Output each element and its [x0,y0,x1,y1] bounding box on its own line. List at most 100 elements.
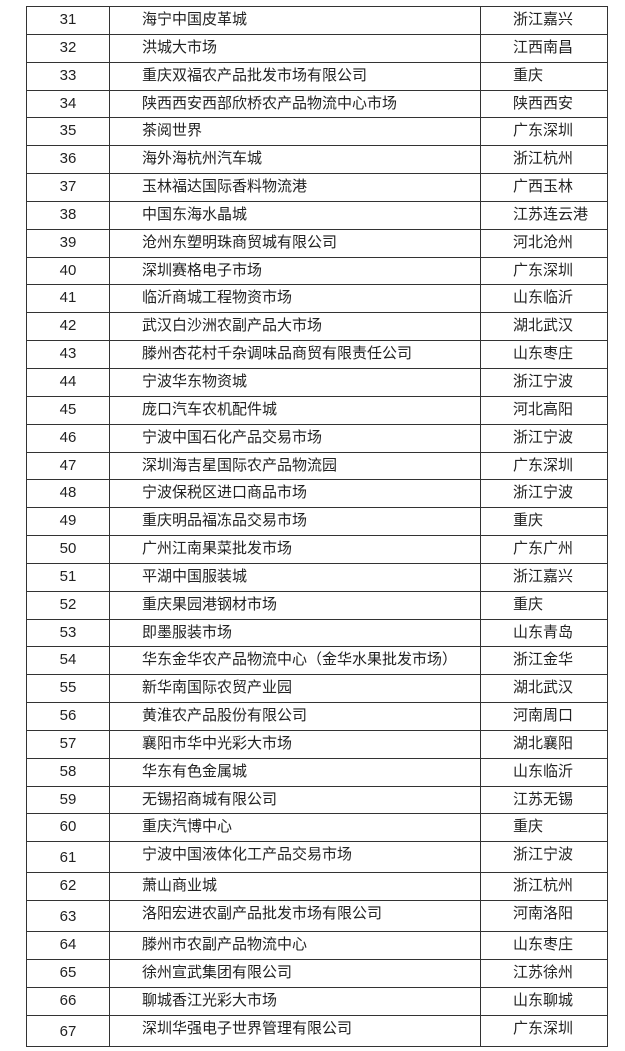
row-number: 38 [26,200,110,230]
market-name: 宁波华东物资城 [109,367,481,397]
market-name: 襄阳市华中光彩大市场 [109,729,481,759]
table-row: 64 滕州市农副产品物流中心 山东枣庄 [26,931,608,960]
market-location: 浙江宁波 [480,423,608,453]
market-location: 重庆 [480,507,608,537]
row-number: 34 [26,89,110,119]
market-location: 江苏徐州 [480,959,608,988]
row-number: 58 [26,757,110,787]
market-name: 玉林福达国际香料物流港 [109,173,481,202]
row-number: 48 [26,479,110,509]
row-number: 32 [26,33,110,63]
market-location: 山东聊城 [480,986,608,1016]
table-row: 42 武汉白沙洲农副产品大市场 湖北武汉 [26,312,608,342]
row-number: 50 [26,535,110,564]
market-location: 山东枣庄 [480,340,608,369]
market-name: 陕西西安西部欣桥农产品物流中心市场 [109,89,481,119]
market-name: 黄淮农产品股份有限公司 [109,702,481,731]
market-name: 武汉白沙洲农副产品大市场 [109,312,481,342]
row-number: 52 [26,590,110,620]
market-name: 即墨服装市场 [109,618,481,648]
market-location: 重庆 [480,590,608,620]
table-row: 67 深圳华强电子世界管理有限公司 广东深圳 [26,1014,608,1047]
market-location: 河南洛阳 [480,900,608,933]
table-row: 51 平湖中国服装城 浙江嘉兴 [26,562,608,592]
market-name: 华东金华农产品物流中心（金华水果批发市场） [109,646,481,676]
table-row: 53 即墨服装市场 山东青岛 [26,618,608,648]
market-location: 广西玉林 [480,173,608,202]
table-row: 45 庞口汽车农机配件城 河北高阳 [26,395,608,425]
row-number: 59 [26,785,110,815]
table-row: 56 黄淮农产品股份有限公司 河南周口 [26,702,608,731]
row-number: 46 [26,423,110,453]
market-location: 广东深圳 [480,256,608,286]
market-location: 山东青岛 [480,618,608,648]
table-row: 65 徐州宣武集团有限公司 江苏徐州 [26,959,608,988]
market-location: 浙江宁波 [480,367,608,397]
market-location: 广东广州 [480,535,608,564]
table-row: 62 萧山商业城 浙江杭州 [26,872,608,902]
table-row: 34 陕西西安西部欣桥农产品物流中心市场 陕西西安 [26,89,608,119]
table-row: 54 华东金华农产品物流中心（金华水果批发市场） 浙江金华 [26,646,608,676]
market-name: 洪城大市场 [109,33,481,63]
market-location: 浙江杭州 [480,872,608,902]
table-row: 41 临沂商城工程物资市场 山东临沂 [26,284,608,314]
table-row: 50 广州江南果菜批发市场 广东广州 [26,535,608,564]
row-number: 47 [26,451,110,481]
market-location: 河北沧州 [480,228,608,258]
market-name: 广州江南果菜批发市场 [109,535,481,564]
table-row: 48 宁波保税区进口商品市场 浙江宁波 [26,479,608,509]
row-number: 60 [26,813,110,843]
row-number: 37 [26,173,110,202]
table-row: 60 重庆汽博中心 重庆 [26,813,608,843]
market-name: 沧州东塑明珠商贸城有限公司 [109,228,481,258]
market-name: 临沂商城工程物资市场 [109,284,481,314]
market-location: 重庆 [480,61,608,91]
table-row: 58 华东有色金属城 山东临沂 [26,757,608,787]
market-name: 洛阳宏进农副产品批发市场有限公司 [109,900,481,933]
table-row: 37 玉林福达国际香料物流港 广西玉林 [26,173,608,202]
market-location: 山东枣庄 [480,931,608,960]
market-location: 湖北武汉 [480,674,608,704]
market-location: 江西南昌 [480,33,608,63]
row-number: 63 [26,900,110,933]
table-row: 55 新华南国际农贸产业园 湖北武汉 [26,674,608,704]
row-number: 42 [26,312,110,342]
row-number: 45 [26,395,110,425]
market-location: 广东深圳 [480,117,608,147]
market-location: 浙江宁波 [480,841,608,874]
market-list-table: 31 海宁中国皮革城 浙江嘉兴 32 洪城大市场 江西南昌 33 重庆双福农产品批发市场有限公… [26,6,608,1047]
market-name: 新华南国际农贸产业园 [109,674,481,704]
table-row: 36 海外海杭州汽车城 浙江杭州 [26,145,608,175]
market-name: 重庆双福农产品批发市场有限公司 [109,61,481,91]
row-number: 33 [26,61,110,91]
market-location: 山东临沂 [480,757,608,787]
row-number: 49 [26,507,110,537]
table-row: 52 重庆果园港钢材市场 重庆 [26,590,608,620]
market-name: 宁波保税区进口商品市场 [109,479,481,509]
market-location: 江苏连云港 [480,200,608,230]
row-number: 55 [26,674,110,704]
row-number: 39 [26,228,110,258]
row-number: 44 [26,367,110,397]
row-number: 53 [26,618,110,648]
table-row: 33 重庆双福农产品批发市场有限公司 重庆 [26,61,608,91]
market-name: 宁波中国液体化工产品交易市场 [109,841,481,874]
market-name: 华东有色金属城 [109,757,481,787]
market-name: 深圳赛格电子市场 [109,256,481,286]
table-row: 35 茶阅世界 广东深圳 [26,117,608,147]
table-row: 57 襄阳市华中光彩大市场 湖北襄阳 [26,729,608,759]
market-name: 重庆汽博中心 [109,813,481,843]
row-number: 41 [26,284,110,314]
market-name: 萧山商业城 [109,872,481,902]
market-name: 中国东海水晶城 [109,200,481,230]
market-location: 浙江金华 [480,646,608,676]
table-row: 49 重庆明品福冻品交易市场 重庆 [26,507,608,537]
row-number: 65 [26,959,110,988]
row-number: 67 [26,1014,110,1047]
row-number: 57 [26,729,110,759]
market-location: 重庆 [480,813,608,843]
row-number: 56 [26,702,110,731]
market-name: 宁波中国石化产品交易市场 [109,423,481,453]
market-name: 重庆明品福冻品交易市场 [109,507,481,537]
row-number: 43 [26,340,110,369]
